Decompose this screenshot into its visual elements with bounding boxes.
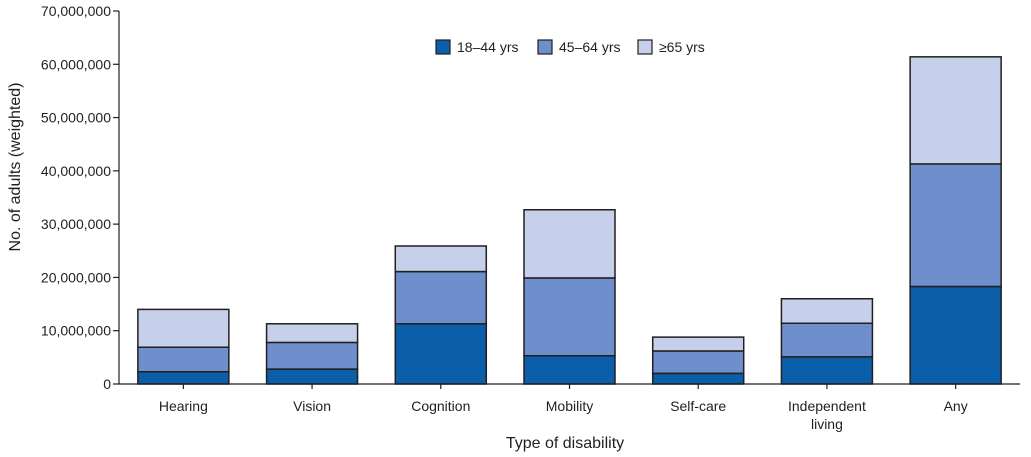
x-tick-label: Hearing (159, 398, 208, 414)
x-tick-label: Any (944, 398, 968, 414)
y-tick-label: 70,000,000 (41, 3, 111, 19)
legend-swatch (537, 39, 553, 55)
bar-segment (780, 297, 874, 325)
x-tick-label: Self-care (670, 398, 726, 414)
x-axis-ticks: Hearing Vision Cognition Mobility Self-care I… (159, 384, 968, 432)
bar-segment (909, 163, 1002, 288)
y-tick-label: 0 (103, 376, 111, 392)
legend-label: 18–44 yrs (457, 39, 518, 55)
bar-segment (394, 270, 488, 325)
legend-label: 45–64 yrs (559, 39, 620, 55)
y-tick-label: 50,000,000 (41, 110, 111, 126)
bar-segment (137, 346, 230, 373)
bar-segment (651, 350, 745, 375)
legend-label: ≥65 yrs (659, 39, 705, 55)
legend-swatch (435, 39, 451, 55)
bar-segment (265, 341, 359, 370)
bar-segment (909, 56, 1002, 165)
y-tick-label: 40,000,000 (41, 163, 111, 179)
bar-segment (265, 368, 359, 385)
x-tick-label-line2: living (811, 416, 843, 432)
y-axis-ticks: 0 10,000,000 20,000,000 30,000,000 40,000,00… (41, 3, 119, 392)
x-axis-title: Type of disability (506, 435, 624, 452)
y-tick-label: 20,000,000 (41, 269, 111, 285)
legend-swatch (637, 39, 653, 55)
legend: 18–44 yrs 45–64 yrs ≥65 yrs (435, 39, 705, 55)
bars-layer (137, 56, 1002, 385)
bar-segment (394, 323, 488, 385)
bar-segment (780, 322, 874, 358)
y-tick-label: 30,000,000 (41, 216, 111, 232)
bar-segment (909, 285, 1002, 385)
y-tick-label: 10,000,000 (41, 323, 111, 339)
y-tick-label: 60,000,000 (41, 56, 111, 72)
bar-segment (651, 372, 745, 385)
bar-segment (265, 323, 359, 344)
bar-segment (137, 308, 230, 348)
x-tick-label: Mobility (546, 398, 593, 414)
x-tick-label: Cognition (411, 398, 470, 414)
y-axis-title: No. of adults (weighted) (7, 83, 24, 252)
x-tick-label: Independent (788, 398, 866, 414)
bar-segment (137, 370, 230, 385)
bar-segment (523, 209, 616, 279)
bar-segment (651, 336, 745, 352)
bar-segment (523, 277, 616, 357)
bar-segment (394, 245, 488, 273)
bar-segment (780, 356, 874, 385)
bar-segment (523, 355, 616, 385)
x-tick-label: Vision (293, 398, 331, 414)
